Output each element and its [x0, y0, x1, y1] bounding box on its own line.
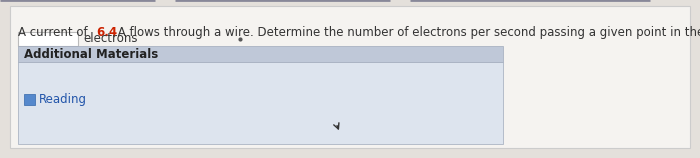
- Text: Additional Materials: Additional Materials: [24, 48, 158, 61]
- Text: A current of: A current of: [18, 26, 92, 39]
- FancyBboxPatch shape: [24, 94, 35, 105]
- FancyBboxPatch shape: [18, 46, 503, 62]
- Text: Reading: Reading: [39, 93, 87, 106]
- Text: electrons: electrons: [83, 33, 137, 46]
- FancyBboxPatch shape: [18, 32, 78, 46]
- FancyBboxPatch shape: [10, 6, 690, 148]
- Text: A flows through a wire. Determine the number of electrons per second passing a g: A flows through a wire. Determine the nu…: [114, 26, 700, 39]
- Text: 6.4: 6.4: [96, 26, 117, 39]
- FancyBboxPatch shape: [18, 62, 503, 144]
